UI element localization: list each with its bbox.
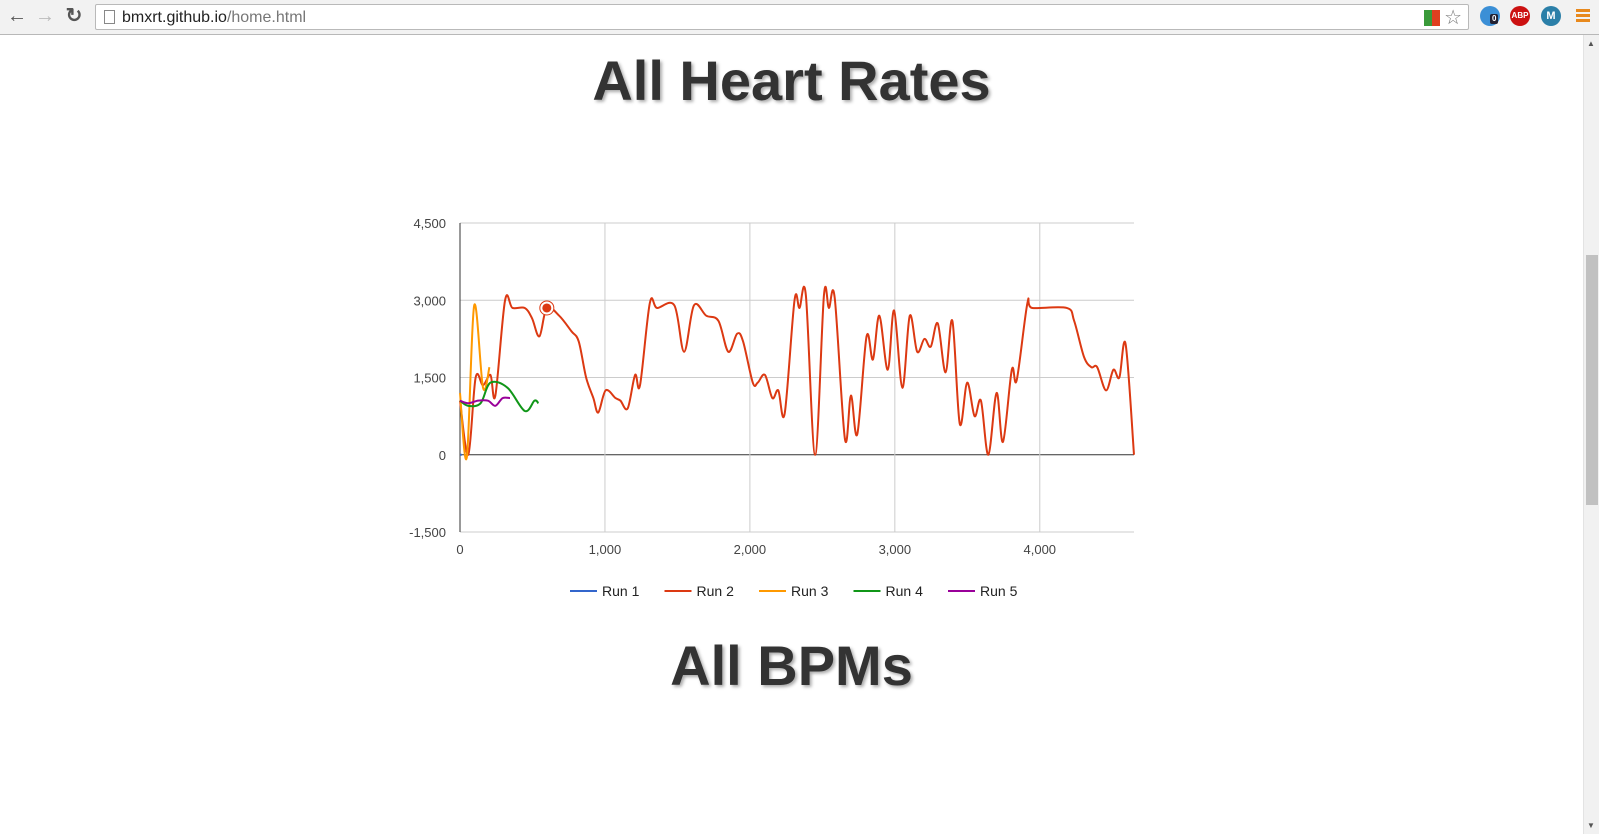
back-icon[interactable]: ← [7, 5, 27, 27]
legend-item[interactable]: Run 4 [886, 583, 924, 599]
bpms-title: All BPMs [670, 634, 913, 697]
highlighted-point [542, 303, 552, 313]
series-line-run-4 [459, 380, 540, 413]
legend-item[interactable]: Run 2 [697, 583, 735, 599]
legend-item[interactable]: Run 1 [602, 583, 640, 599]
ghostery-badge: 0 [1490, 14, 1499, 24]
url-host: bmxrt.github.io [122, 9, 227, 26]
adblock-plus-icon[interactable]: ABP [1510, 6, 1530, 26]
legend-item[interactable]: Run 5 [980, 583, 1018, 599]
scrollbar-thumb[interactable] [1586, 255, 1598, 505]
scroll-down-icon[interactable]: ▼ [1587, 821, 1595, 830]
y-tick-label: -1,500 [409, 525, 446, 540]
vertical-scrollbar[interactable]: ▲ ▼ [1583, 35, 1599, 834]
page-icon [104, 10, 115, 24]
x-tick-label: 1,000 [589, 542, 622, 557]
page-content: All Heart Rates -1,500 0 1,500 3,000 4,500 0 1… [0, 35, 1583, 834]
series-line-run-3 [459, 303, 491, 461]
y-tick-label: 1,500 [413, 371, 446, 386]
y-tick-label: 0 [439, 448, 446, 463]
series-line-run-5 [459, 396, 511, 407]
legend-item[interactable]: Run 3 [791, 583, 829, 599]
x-tick-label: 2,000 [734, 542, 767, 557]
menu-icon[interactable] [1576, 9, 1590, 22]
heart-rates-title: All Heart Rates [592, 49, 991, 112]
bpms-chart-partial [0, 35, 1583, 799]
scroll-up-icon[interactable]: ▲ [1587, 39, 1595, 48]
url-path: /home.html [226, 9, 307, 26]
x-tick-label: 4,000 [1024, 542, 1057, 557]
reload-icon[interactable]: ↻ [65, 5, 83, 27]
series-line-run-2 [459, 285, 1135, 456]
y-tick-label: 4,500 [413, 216, 446, 231]
url-text: bmxrt.github.io/home.html [122, 9, 306, 27]
mightytext-icon[interactable]: M [1541, 6, 1561, 26]
ghostery-icon[interactable]: 0 [1480, 6, 1500, 26]
address-bar[interactable]: bmxrt.github.io/home.html ☆ [95, 4, 1469, 30]
browser-toolbar: ← → ↻ bmxrt.github.io/home.html ☆ 0 ABP … [0, 0, 1599, 35]
avg-extension-icon[interactable] [1424, 10, 1440, 26]
x-tick-label: 0 [456, 542, 463, 557]
bookmark-star-icon[interactable]: ☆ [1444, 7, 1462, 29]
y-tick-label: 3,000 [413, 293, 446, 308]
heart-rates-chart[interactable]: -1,500 0 1,500 3,000 4,500 0 1,000 2,000 3,000 4,… [0, 35, 1583, 600]
forward-icon[interactable]: → [35, 5, 55, 27]
x-tick-label: 3,000 [879, 542, 912, 557]
